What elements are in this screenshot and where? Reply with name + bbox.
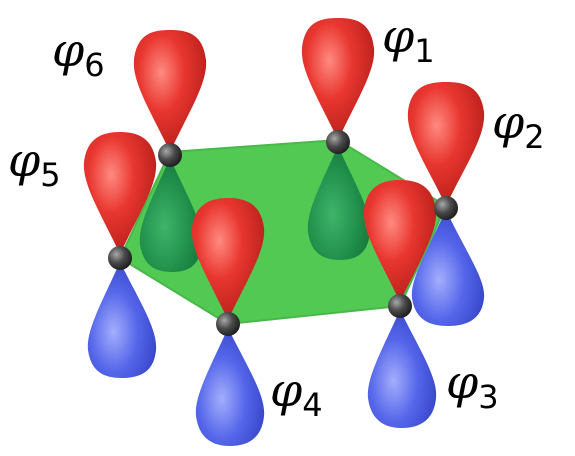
orbital-2-lower-lobe xyxy=(411,210,485,326)
carbon-atom-1 xyxy=(326,130,350,154)
orbital-1-upper-lobe xyxy=(301,18,375,140)
orbital-2-upper-lobe xyxy=(407,82,485,206)
orbital-6-lower-lobe xyxy=(139,158,203,272)
orbital-6-upper-lobe xyxy=(133,30,207,152)
orbital-5-lower-lobe xyxy=(87,262,157,378)
label-phi-3: φ3 xyxy=(446,355,499,416)
orbital-1-lower-lobe xyxy=(307,146,371,260)
label-phi-5: φ5 xyxy=(8,133,61,194)
carbon-atom-6 xyxy=(158,143,182,167)
label-phi-6: φ6 xyxy=(52,23,105,84)
orbital-5-upper-lobe xyxy=(83,132,157,254)
carbon-atom-4 xyxy=(216,312,240,336)
orbital-3-lower-lobe xyxy=(367,310,437,428)
label-phi-2: φ2 xyxy=(492,95,545,156)
orbital-4-lower-lobe xyxy=(195,328,265,446)
carbon-atom-2 xyxy=(434,196,458,220)
carbon-atom-5 xyxy=(108,246,132,270)
label-phi-4: φ4 xyxy=(270,363,323,424)
orbital-4-upper-lobe xyxy=(191,198,265,320)
label-phi-1: φ1 xyxy=(382,9,435,70)
carbon-atom-3 xyxy=(388,294,412,318)
orbital-3-upper-lobe xyxy=(363,180,437,302)
